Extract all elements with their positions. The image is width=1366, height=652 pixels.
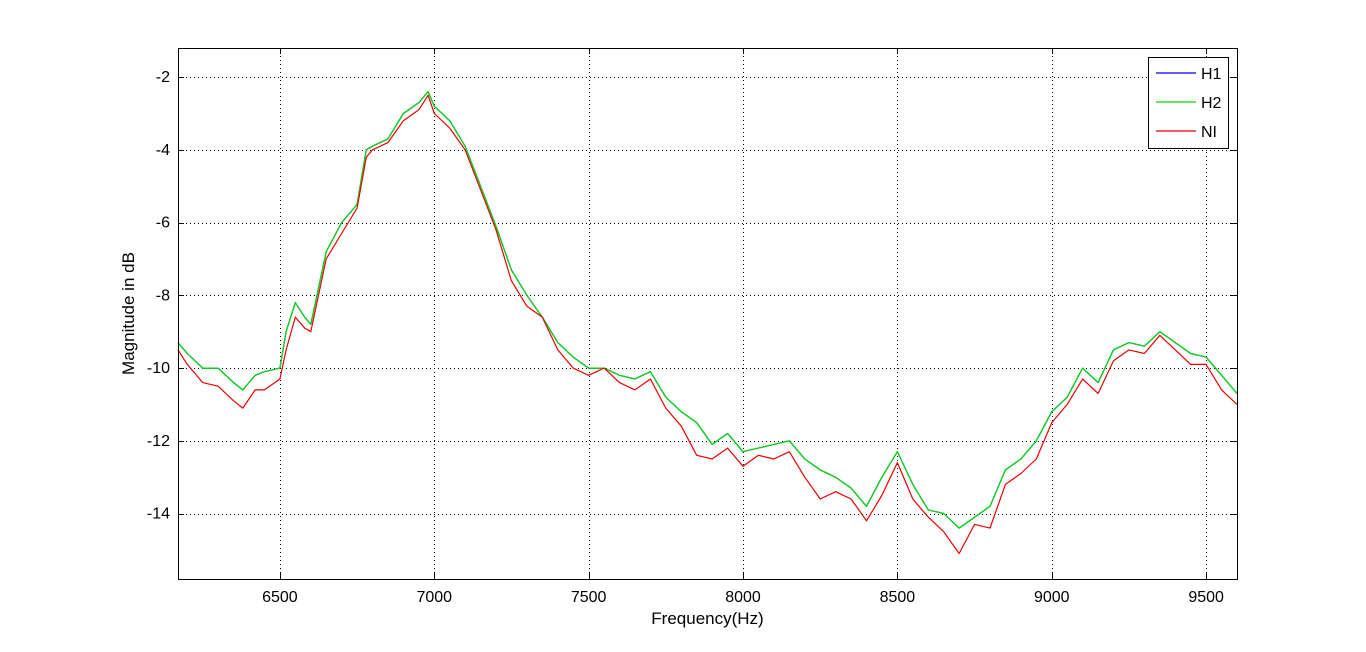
x-tick-label: 8000 [725, 589, 761, 606]
legend-label-h1: H1 [1201, 66, 1222, 83]
y-tick-label: -12 [147, 433, 170, 450]
legend-label-h2: H2 [1201, 95, 1222, 112]
legend: H1 H2 NI [1148, 57, 1229, 149]
x-tick-label: 9000 [1034, 589, 1070, 606]
series-line-ni [177, 94, 1238, 555]
legend-label-ni: NI [1201, 124, 1217, 141]
y-tick-label: -10 [147, 360, 170, 377]
y-tick-label: -8 [156, 287, 170, 304]
y-axis-label: Magnitude in dB [119, 252, 138, 375]
y-tick-label: -6 [156, 215, 170, 232]
x-axis-label: Frequency(Hz) [651, 609, 763, 628]
plot-frame [178, 48, 1238, 580]
series-line-h2 [177, 90, 1238, 529]
y-tick-label: -2 [156, 69, 170, 86]
y-tick-label: -14 [147, 506, 170, 523]
tick-labels: 6500 7000 7500 8000 8500 9000 9500 -2 -4 -6 -8 -10 -… [147, 69, 1224, 606]
x-tick-label: 9500 [1188, 589, 1224, 606]
y-tick-label: -4 [156, 142, 170, 159]
x-tick-label: 8500 [880, 589, 916, 606]
x-tick-label: 7500 [571, 589, 607, 606]
plot-area [178, 48, 1237, 579]
axis-ticks [178, 48, 1237, 579]
x-tick-label: 7000 [416, 589, 452, 606]
x-tick-label: 6500 [262, 589, 298, 606]
series-lines [177, 90, 1238, 555]
